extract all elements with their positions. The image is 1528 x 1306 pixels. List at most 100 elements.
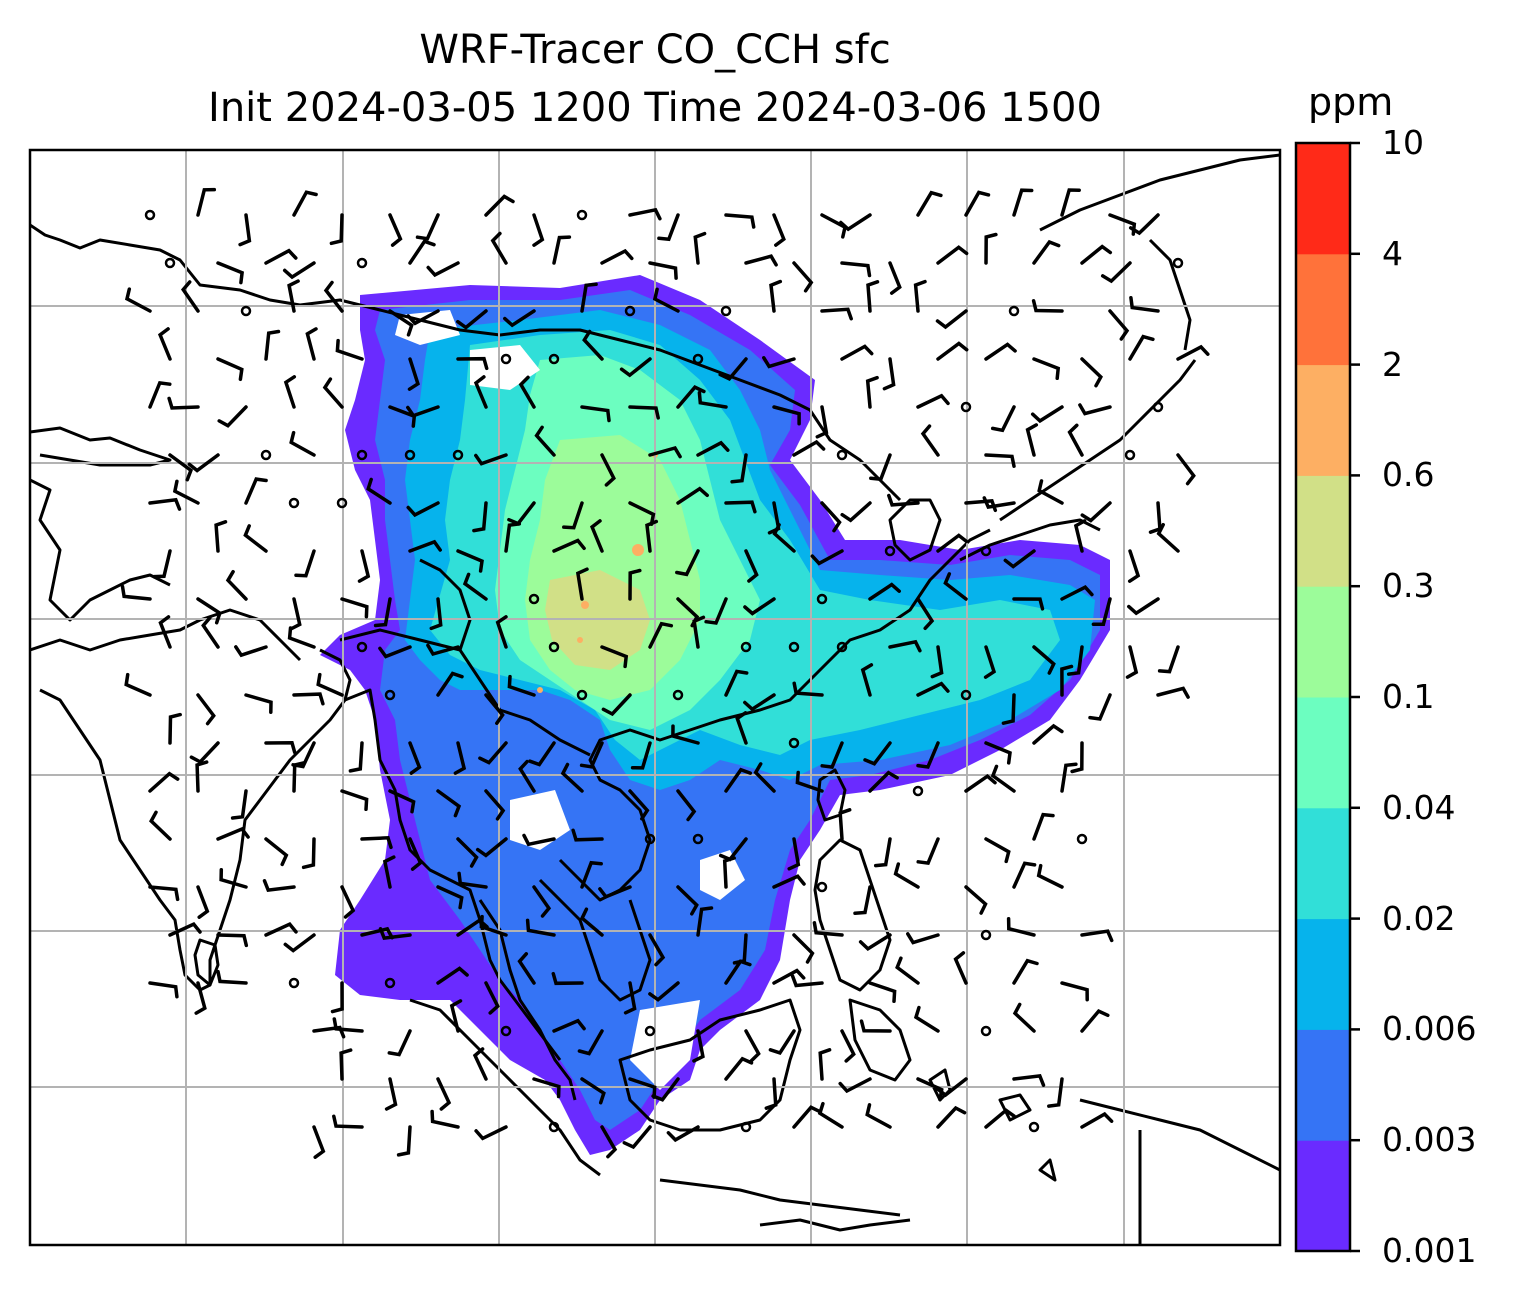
wind-barb (676, 885, 699, 916)
wind-barb (795, 770, 824, 793)
wind-barb (820, 501, 842, 533)
wind-barb (148, 981, 179, 999)
wind-barb (865, 375, 879, 409)
wind-barb (196, 693, 216, 726)
wind-barb (1091, 597, 1112, 626)
wind-barb (436, 1077, 452, 1111)
wind-barb (244, 477, 268, 505)
wind-barb (504, 522, 522, 553)
wind-barb (873, 837, 892, 868)
calm-wind-marker (720, 305, 732, 317)
wind-barb (408, 837, 423, 871)
wind-barb (1047, 1077, 1064, 1108)
wind-barb (264, 741, 297, 755)
colorbar-segment (1296, 586, 1350, 698)
calm-wind-marker (240, 305, 252, 317)
colorbar-tick-label: 2 (1382, 344, 1403, 384)
calm-wind-marker (260, 449, 272, 461)
wind-barb (580, 282, 598, 313)
wind-barb (840, 344, 874, 361)
wind-barb (579, 907, 604, 937)
wind-barb (1070, 741, 1084, 774)
wind-barb (456, 356, 489, 371)
wind-barb (262, 879, 296, 892)
calm-wind-marker (384, 689, 396, 701)
wind-barb (648, 445, 682, 459)
wind-barb (1127, 597, 1160, 616)
wind-barb (219, 867, 248, 889)
wind-barb (1032, 357, 1061, 381)
wind-barb (571, 828, 604, 842)
colorbar-tick-label: 0.3 (1382, 566, 1435, 606)
wind-barb (623, 981, 637, 1015)
calm-wind-marker (740, 1121, 752, 1133)
wind-barb (518, 759, 536, 793)
wind-barb (1006, 916, 1036, 937)
wind-barb (697, 391, 728, 409)
colorbar-segment (1296, 143, 1350, 255)
wind-barb (457, 871, 488, 889)
wind-barb (820, 307, 853, 321)
calm-wind-marker (980, 929, 992, 941)
wind-barb (1012, 188, 1034, 217)
wind-barb (622, 1125, 652, 1150)
wind-barb (406, 501, 440, 518)
wind-barb (787, 837, 801, 871)
wind-barb (436, 885, 464, 910)
wind-barb (264, 329, 281, 361)
wind-barb (743, 693, 776, 712)
wind-barb (1001, 693, 1016, 725)
calm-wind-marker (356, 449, 368, 461)
wind-barb (456, 918, 489, 937)
wind-barb (552, 1018, 586, 1033)
wind-barb (1073, 519, 1087, 553)
wind-barb (148, 771, 180, 793)
wind-barb (462, 572, 488, 601)
calm-wind-marker (836, 641, 848, 653)
wind-barb (696, 906, 714, 937)
wind-barb (216, 933, 249, 948)
wind-barb (484, 693, 505, 725)
wind-barb (332, 1114, 364, 1129)
wind-barb (373, 597, 392, 628)
wind-barb (990, 405, 1016, 433)
calm-wind-marker (788, 641, 800, 653)
wind-barb (534, 425, 556, 457)
wind-barb (148, 885, 180, 902)
wind-barb (289, 430, 316, 457)
wind-barb (168, 922, 202, 937)
wind-barb (943, 572, 968, 601)
wind-barb (158, 615, 172, 649)
wind-barb (525, 918, 556, 937)
calm-wind-marker (692, 353, 704, 365)
colorbar-tick-label: 0.1 (1382, 677, 1435, 716)
wind-barb (580, 1077, 606, 1105)
wind-barb (282, 261, 316, 280)
wind-barb (216, 357, 244, 382)
wind-barb (1060, 664, 1074, 697)
wind-barb (238, 213, 252, 247)
wind-barb (479, 914, 508, 937)
wind-barb (868, 981, 897, 1004)
wind-barb (1025, 423, 1039, 457)
wind-barb (935, 309, 968, 330)
wind-barb (1100, 261, 1132, 284)
wind-barb (1012, 1074, 1046, 1087)
calm-wind-marker (356, 257, 368, 269)
wind-barb (1037, 479, 1064, 505)
wind-barb (817, 1101, 844, 1129)
wind-barb (522, 833, 556, 847)
wind-barb (724, 1056, 754, 1081)
colorbar-segment (1296, 475, 1350, 587)
colorbar-tick-label: 0.003 (1382, 1120, 1477, 1160)
wind-barb (168, 712, 182, 745)
wind-barb (1030, 405, 1064, 424)
wind-barb (292, 692, 325, 706)
wind-barb (764, 1077, 778, 1110)
wind-barb (1157, 645, 1180, 674)
wind-barb (936, 341, 969, 361)
calm-wind-marker (672, 689, 684, 701)
wind-barb (243, 524, 268, 553)
colorbar-segment (1296, 697, 1350, 809)
